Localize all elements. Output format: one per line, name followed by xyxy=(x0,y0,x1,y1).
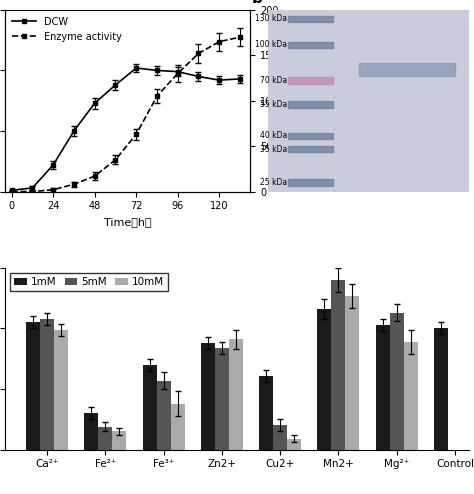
Legend: 1mM, 5mM, 10mM: 1mM, 5mM, 10mM xyxy=(10,273,168,291)
Bar xyxy=(404,342,418,450)
Text: 130 kDa: 130 kDa xyxy=(255,14,287,23)
Bar xyxy=(112,431,126,450)
Bar xyxy=(359,63,455,76)
Bar xyxy=(259,375,273,450)
Enzyme activity xyxy=(133,131,139,137)
DCW xyxy=(175,69,181,75)
Bar xyxy=(98,426,112,450)
Bar xyxy=(215,348,229,450)
Text: 25 kDa: 25 kDa xyxy=(260,178,287,187)
Bar xyxy=(229,339,243,450)
Bar xyxy=(201,343,215,450)
Bar xyxy=(287,439,301,450)
Enzyme activity xyxy=(92,173,98,179)
Bar xyxy=(84,413,98,450)
Bar xyxy=(143,365,156,450)
DCW xyxy=(196,74,201,80)
Bar xyxy=(318,309,331,450)
Bar xyxy=(273,425,287,450)
Text: 35 kDa: 35 kDa xyxy=(260,145,287,154)
Bar xyxy=(288,41,333,48)
Text: 40 kDa: 40 kDa xyxy=(260,131,287,140)
Bar xyxy=(54,329,68,450)
Enzyme activity xyxy=(29,189,35,195)
DCW xyxy=(113,82,118,88)
DCW xyxy=(154,68,160,74)
Bar xyxy=(390,313,404,450)
Text: 55 kDa: 55 kDa xyxy=(260,100,287,109)
Bar xyxy=(288,132,333,139)
DCW xyxy=(50,162,56,168)
Bar xyxy=(434,329,448,450)
Bar xyxy=(376,325,390,450)
Text: 100 kDa: 100 kDa xyxy=(255,41,287,49)
Bar xyxy=(156,380,171,450)
DCW xyxy=(29,185,35,191)
Enzyme activity xyxy=(154,93,160,99)
Line: Enzyme activity: Enzyme activity xyxy=(9,35,242,194)
Enzyme activity xyxy=(217,39,222,44)
Text: 70 kDa: 70 kDa xyxy=(260,76,287,85)
X-axis label: Time（h）: Time（h） xyxy=(104,217,151,227)
Text: b: b xyxy=(252,0,263,5)
Enzyme activity xyxy=(113,157,118,163)
Y-axis label: Enzyme activity  (U/ml): Enzyme activity (U/ml) xyxy=(283,43,292,158)
DCW xyxy=(217,77,222,83)
DCW xyxy=(71,128,77,134)
Bar xyxy=(331,280,346,450)
Legend: DCW, Enzyme activity: DCW, Enzyme activity xyxy=(9,15,123,43)
Bar xyxy=(171,404,184,450)
Enzyme activity xyxy=(237,34,243,40)
Line: DCW: DCW xyxy=(9,66,242,193)
Bar xyxy=(288,16,333,22)
Bar xyxy=(288,179,333,186)
Bar xyxy=(288,77,333,83)
DCW xyxy=(92,100,98,106)
Bar xyxy=(346,296,359,450)
Enzyme activity xyxy=(71,181,77,187)
Bar xyxy=(288,146,333,152)
Enzyme activity xyxy=(175,71,181,77)
DCW xyxy=(9,187,15,193)
DCW xyxy=(237,76,243,82)
Bar xyxy=(26,323,40,450)
DCW xyxy=(133,65,139,71)
Enzyme activity xyxy=(50,187,56,193)
Bar xyxy=(288,101,333,108)
Enzyme activity xyxy=(196,50,201,56)
Bar xyxy=(40,319,54,450)
Enzyme activity xyxy=(9,189,15,195)
